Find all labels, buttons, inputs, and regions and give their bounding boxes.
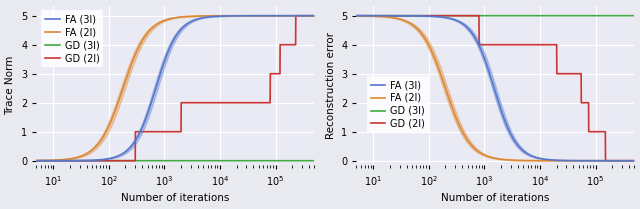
Y-axis label: Trace Norm: Trace Norm <box>6 56 15 115</box>
X-axis label: Number of iterations: Number of iterations <box>121 194 230 203</box>
Y-axis label: Reconstruction error: Reconstruction error <box>326 32 335 139</box>
X-axis label: Number of iterations: Number of iterations <box>441 194 550 203</box>
Legend: FA (3l), FA (2l), GD (3l), GD (2l): FA (3l), FA (2l), GD (3l), GD (2l) <box>367 76 429 133</box>
Legend: FA (3l), FA (2l), GD (3l), GD (2l): FA (3l), FA (2l), GD (3l), GD (2l) <box>41 10 103 67</box>
